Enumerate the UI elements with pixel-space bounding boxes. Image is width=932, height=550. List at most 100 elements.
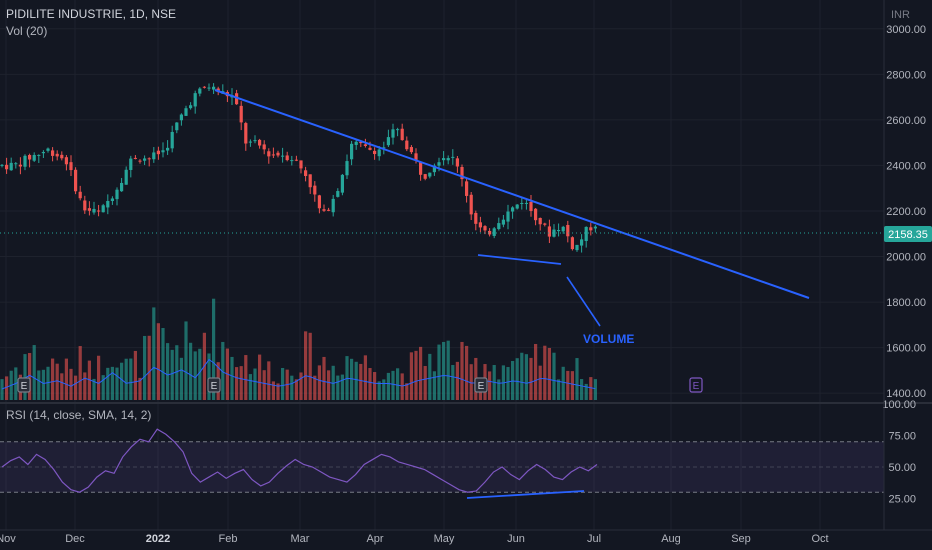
volume-bar [193,351,197,400]
volume-bar [262,370,266,400]
candle-body [161,150,165,153]
earnings-icon[interactable] [207,377,221,393]
volume-bar [129,358,133,400]
volume-bar [469,364,473,400]
candle-body [184,108,188,116]
candle-body [28,155,32,160]
candle-body [377,149,381,157]
volume-bar [120,362,124,400]
volume-bar [317,365,321,400]
volume-bar [446,340,450,400]
earnings-icon[interactable] [17,377,31,393]
earnings-icon[interactable] [474,377,488,393]
candle-body [60,154,64,159]
rsi-divergence-trendline[interactable] [466,490,585,499]
rsi-tick-label: 50.00 [888,462,916,474]
currency-label: INR [891,9,910,21]
candle-body [492,228,496,236]
time-axis[interactable]: Nov Dec 2022 Feb Mar Apr May Jun Jul Aug Sep Oct [0,529,932,545]
earnings-icon[interactable] [689,377,703,393]
volume-annotation-label[interactable]: VOLUME [583,332,634,346]
rsi-tick-label: 100.00 [882,399,916,411]
candle-body [193,93,197,107]
volume-indicator-label[interactable]: Vol (20) [6,24,47,38]
volume-bar [363,355,367,400]
drawings[interactable] [0,89,884,299]
resistance-trendline[interactable] [214,89,810,299]
candle-body [147,158,151,160]
volume-bar [253,368,257,400]
volume-bar [428,353,432,400]
candle-body [0,164,4,166]
candle-body [9,162,13,171]
rsi-band-fill [0,441,884,493]
volume-bar [92,378,96,400]
volume-bar [87,360,91,400]
symbol-title[interactable]: PIDILITE INDUSTRIE, 1D, NSE [6,7,176,21]
volume-bar [354,361,358,400]
time-tick-label: 2022 [146,533,170,545]
candle-body [534,208,538,221]
volume-bar [515,358,519,400]
candle-body [285,155,289,161]
candle-body [207,87,211,89]
candle-body [317,195,321,209]
candle-body [313,185,317,195]
candle-body [584,226,588,241]
candle-body [281,155,285,157]
price-tick-label: 2000.00 [886,252,926,264]
candle-body [239,105,243,123]
candle-body [189,105,193,109]
time-tick-label: Dec [65,533,85,545]
volume-bar [511,360,515,400]
candle-body [322,209,326,211]
time-tick-label: Feb [219,533,238,545]
candle-body [198,88,202,94]
candle-body [465,181,469,196]
candle-body [290,160,294,162]
rsi-indicator-label[interactable]: RSI (14, close, SMA, 14, 2) [6,408,151,422]
rsi-line [1,428,598,493]
time-tick-label: Aug [661,533,681,545]
volume-bar [313,375,317,400]
volume-bar [442,341,446,400]
volume-bar [46,366,50,400]
candle-body [156,150,160,155]
volume-bar [368,368,372,400]
candle-body [469,194,473,215]
support-trendline[interactable] [477,254,562,265]
volume-bar [60,373,64,400]
candle-body [589,227,593,231]
volume-bar [336,375,340,400]
volume-bar [589,377,593,400]
volume-bar [110,366,114,400]
candle-body [354,141,358,145]
last-price-tag: 2158.35 [884,226,932,242]
volume-bar [396,368,400,400]
volume-bar [575,358,579,400]
volume-bar [258,354,262,400]
time-tick-label: Jun [507,533,525,545]
volume-bar [97,355,101,400]
candle-body [46,148,50,151]
volume-bar [534,343,538,400]
volume-bar [340,374,344,400]
earnings-icon-glyph: E [693,381,700,392]
volume-bar [271,381,275,400]
candle-body [175,122,179,131]
volume-arrow-line[interactable] [566,276,601,327]
price-axis[interactable]: 3000.00 2800.00 2600.00 2400.00 2200.00 2000.… [883,0,926,530]
volume-bar [570,371,574,400]
volume-bar [460,341,464,400]
earnings-icon-glyph: E [21,381,28,392]
time-tick-label: Jul [587,533,601,545]
volume-bar [566,370,570,400]
candle-body [432,165,436,173]
volume-bar [0,379,4,400]
volume-bar [28,353,32,400]
volume-bar [69,368,73,400]
candle-body [414,153,418,161]
earnings-icon-glyph: E [211,381,218,392]
